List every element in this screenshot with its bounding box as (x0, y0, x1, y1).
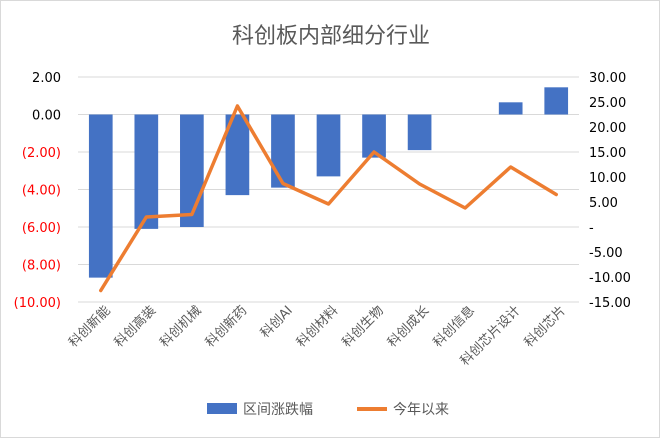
x-tick-label: 科创AI (258, 303, 296, 341)
y-left-tick-label: (6.00) (22, 221, 61, 236)
x-tick-label: 科创材料 (294, 303, 341, 350)
y-left-tick-label: (2.00) (22, 146, 61, 161)
line-path (99, 104, 558, 293)
chart-title: 科创板内部细分行业 (232, 24, 430, 49)
x-tick-label: 科创生物 (339, 303, 386, 350)
y-right-tick-label: -5.00 (589, 246, 623, 261)
legend: 区间涨跌幅 今年以来 (207, 402, 449, 418)
x-tick-label: 科创成长 (385, 303, 432, 350)
y-right-tick-label: 25.00 (589, 96, 626, 111)
line-series (99, 104, 558, 293)
y-left-tick-label: 0.00 (32, 109, 61, 124)
y-left-tick-label: (4.00) (22, 184, 61, 199)
x-tick-label: 科创机械 (157, 303, 204, 350)
bar (316, 114, 341, 177)
y-right-tick-label: 5.00 (589, 196, 618, 211)
x-tick-label: 科创芯片 (522, 303, 569, 350)
bar (88, 114, 113, 278)
y-left-tick-label: (8.00) (22, 259, 61, 274)
y-right-tick-label: -15.00 (589, 296, 631, 311)
y-left-tick-label: (10.00) (14, 296, 61, 311)
y-right-tick-label: - (589, 221, 594, 236)
legend-line-label: 今年以来 (393, 402, 449, 418)
y-axis-right: 30.00 25.00 20.00 15.00 10.00 5.00 - -5.00 -10.0… (589, 71, 631, 311)
y-right-tick-label: 30.00 (589, 71, 626, 86)
legend-bar-label: 区间涨跌幅 (243, 402, 313, 418)
y-axis-left: 2.00 0.00 (2.00) (4.00) (6.00) (8.00) (10.00) (14, 71, 61, 311)
bar (544, 87, 569, 115)
y-right-tick-label: 20.00 (589, 121, 626, 136)
x-tick-label: 科创新药 (202, 303, 250, 351)
bar (407, 114, 432, 151)
x-tick-label: 科创信息 (430, 303, 478, 351)
bar (225, 114, 250, 196)
x-tick-label: 科创高装 (111, 303, 159, 351)
bar (134, 114, 159, 229)
bar (271, 114, 295, 188)
bar-series (88, 87, 569, 278)
y-right-tick-label: -10.00 (589, 271, 631, 286)
legend-bar-swatch (207, 403, 237, 414)
bar (498, 102, 523, 115)
y-right-tick-label: 15.00 (589, 146, 626, 161)
bar (362, 114, 386, 158)
y-right-tick-label: 10.00 (589, 171, 626, 186)
y-left-tick-label: 2.00 (32, 71, 61, 86)
x-tick-label: 科创新能 (66, 303, 114, 351)
